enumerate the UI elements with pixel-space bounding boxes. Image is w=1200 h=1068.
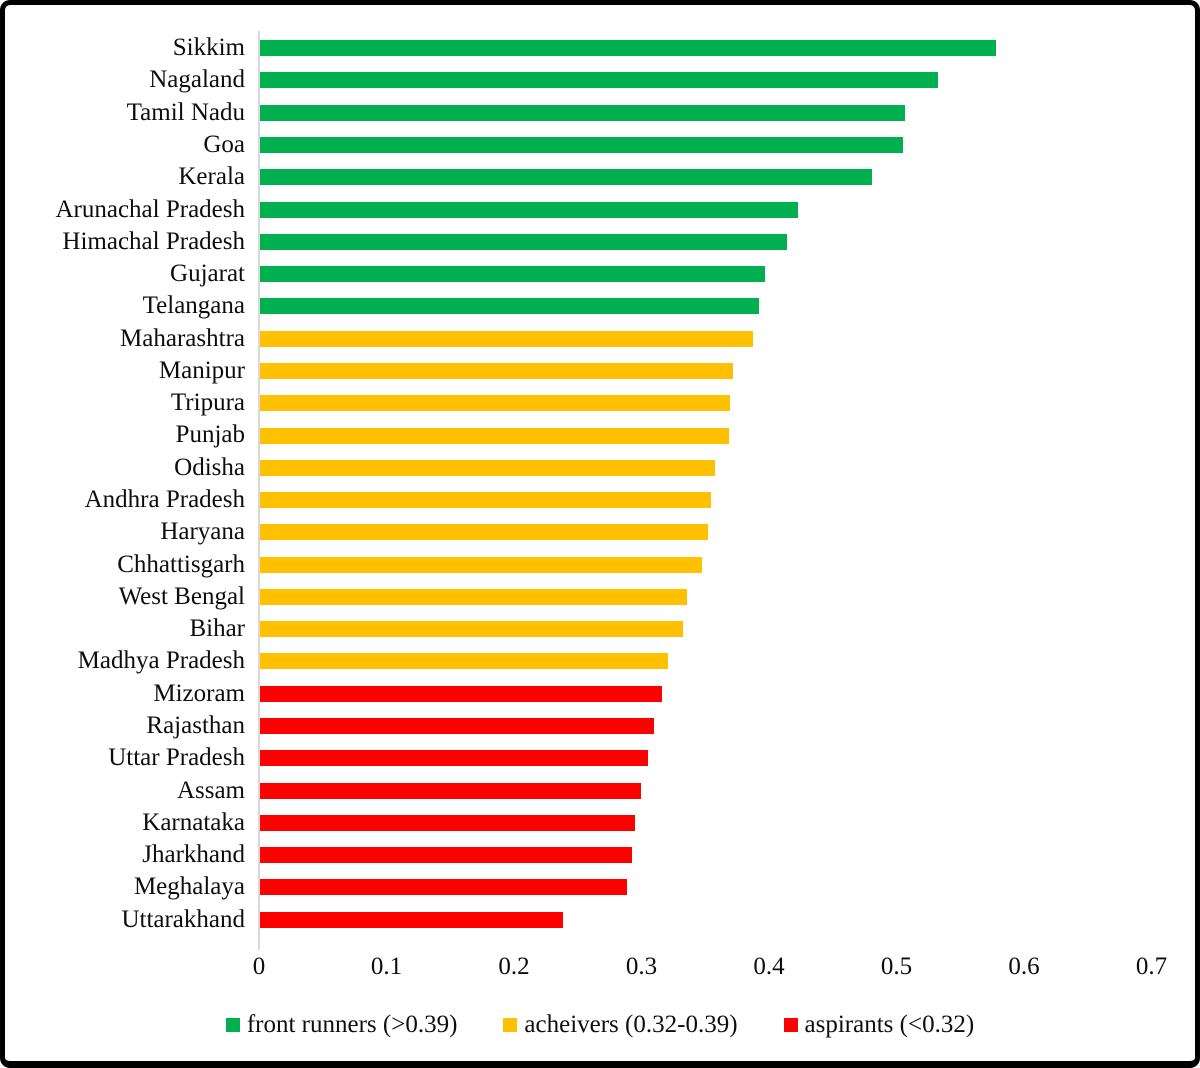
category-label-assam: Assam bbox=[176, 776, 245, 804]
category-label-uttar-pradesh: Uttar Pradesh bbox=[108, 744, 245, 772]
category-label-sikkim: Sikkim bbox=[172, 34, 245, 62]
bar-odisha bbox=[260, 459, 716, 476]
bar-chhattisgarh bbox=[260, 556, 703, 573]
category-label-arunachal-pradesh: Arunachal Pradesh bbox=[55, 195, 245, 223]
bar-jharkhand bbox=[260, 847, 633, 864]
category-label-maharashtra: Maharashtra bbox=[120, 324, 245, 352]
bar-uttarakhand bbox=[260, 911, 564, 928]
bar-bihar bbox=[260, 621, 684, 638]
category-label-goa: Goa bbox=[203, 130, 245, 158]
legend-swatch-aspirants bbox=[783, 1018, 798, 1032]
legend-label-front-runners: front runners (>0.39) bbox=[246, 1011, 458, 1038]
bar-meghalaya bbox=[260, 879, 628, 896]
legend-item-front-runners: front runners (>0.39) bbox=[225, 1011, 458, 1039]
legend-swatch-front-runners bbox=[225, 1018, 240, 1032]
bar-sikkim bbox=[260, 40, 996, 57]
bar-arunachal-pradesh bbox=[260, 201, 799, 218]
bar-nagaland bbox=[260, 72, 939, 89]
bar-tripura bbox=[260, 395, 731, 412]
y-axis-line bbox=[258, 31, 260, 950]
category-label-punjab: Punjab bbox=[175, 421, 245, 449]
category-label-rajasthan: Rajasthan bbox=[146, 712, 245, 739]
category-label-meghalaya: Meghalaya bbox=[133, 873, 245, 901]
x-axis-tick-label-0.6: 0.6 bbox=[1008, 953, 1040, 980]
category-label-mizoram: Mizoram bbox=[153, 679, 245, 707]
x-axis-tick-label-0.4: 0.4 bbox=[753, 953, 785, 980]
bar-goa bbox=[260, 136, 903, 153]
category-label-haryana: Haryana bbox=[160, 518, 245, 546]
category-label-telangana: Telangana bbox=[142, 292, 245, 320]
category-label-chhattisgarh: Chhattisgarh bbox=[117, 550, 245, 578]
bar-punjab bbox=[260, 427, 730, 444]
category-label-madhya-pradesh: Madhya Pradesh bbox=[77, 647, 245, 675]
legend-swatch-acheivers bbox=[503, 1018, 518, 1032]
bar-tamil-nadu bbox=[260, 104, 906, 121]
category-label-nagaland: Nagaland bbox=[149, 66, 245, 94]
x-axis-tick-label-0.3: 0.3 bbox=[625, 953, 658, 980]
bar-kerala bbox=[260, 169, 872, 186]
category-label-bihar: Bihar bbox=[189, 615, 245, 643]
bar-telangana bbox=[260, 298, 759, 315]
bar-maharashtra bbox=[260, 330, 754, 347]
bar-rajasthan bbox=[260, 718, 654, 735]
bar-karnataka bbox=[260, 814, 635, 831]
category-label-karnataka: Karnataka bbox=[142, 808, 245, 836]
legend-item-acheivers: acheivers (0.32-0.39) bbox=[503, 1011, 738, 1039]
category-label-kerala: Kerala bbox=[178, 163, 245, 191]
category-label-uttarakhand: Uttarakhand bbox=[121, 905, 245, 933]
category-label-west-bengal: West Bengal bbox=[118, 582, 245, 610]
bar-west-bengal bbox=[260, 588, 688, 605]
bar-himachal-pradesh bbox=[260, 233, 787, 250]
category-label-tripura: Tripura bbox=[170, 389, 245, 417]
bar-gujarat bbox=[260, 266, 765, 283]
category-label-tamil-nadu: Tamil Nadu bbox=[126, 98, 245, 126]
bar-assam bbox=[260, 782, 642, 799]
x-axis-tick-label-0: 0 bbox=[252, 953, 266, 980]
x-axis-tick-label-0.1: 0.1 bbox=[370, 953, 403, 980]
category-label-manipur: Manipur bbox=[158, 356, 245, 384]
bar-madhya-pradesh bbox=[260, 653, 668, 670]
category-label-jharkhand: Jharkhand bbox=[142, 841, 245, 869]
bar-mizoram bbox=[260, 685, 662, 702]
legend: front runners (>0.39) acheivers (0.32-0.3… bbox=[5, 1011, 1195, 1039]
x-axis-tick-label-0.5: 0.5 bbox=[880, 953, 913, 980]
legend-label-acheivers: acheivers (0.32-0.39) bbox=[524, 1011, 738, 1038]
bar-manipur bbox=[260, 362, 734, 379]
x-axis-tick-label-0.2: 0.2 bbox=[498, 953, 530, 980]
legend-label-aspirants: aspirants (<0.32) bbox=[804, 1011, 975, 1038]
legend-item-aspirants: aspirants (<0.32) bbox=[783, 1011, 975, 1039]
bar-haryana bbox=[260, 524, 708, 541]
bar-uttar-pradesh bbox=[260, 750, 648, 767]
category-label-gujarat: Gujarat bbox=[170, 260, 245, 288]
bar-andhra-pradesh bbox=[260, 492, 712, 509]
category-label-himachal-pradesh: Himachal Pradesh bbox=[62, 227, 245, 255]
x-axis-tick-label-0.7: 0.7 bbox=[1135, 953, 1168, 980]
category-label-andhra-pradesh: Andhra Pradesh bbox=[84, 486, 245, 514]
category-label-odisha: Odisha bbox=[174, 453, 245, 481]
